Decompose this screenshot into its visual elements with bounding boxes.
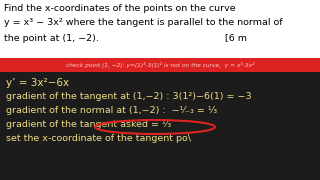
FancyBboxPatch shape xyxy=(0,0,320,58)
FancyBboxPatch shape xyxy=(0,58,320,72)
Text: Find the x-coordinates of the points on the curve: Find the x-coordinates of the points on … xyxy=(4,4,236,13)
Text: the point at (1, −2).                                          [6 m: the point at (1, −2). [6 m xyxy=(4,34,247,43)
Text: gradient of the tangent at (1,−2) : 3(1²)−6(1) = −3: gradient of the tangent at (1,−2) : 3(1²… xyxy=(6,92,252,101)
Text: check point (1, −2): y=(1)³-3(1)² is not on the curve,  y = x³-3x²: check point (1, −2): y=(1)³-3(1)² is not… xyxy=(66,62,254,68)
Text: set the x-coordinate of the tangent po\: set the x-coordinate of the tangent po\ xyxy=(6,134,191,143)
Text: gradient of the tangent asked = ¹⁄₃: gradient of the tangent asked = ¹⁄₃ xyxy=(6,120,171,129)
Text: gradient of the normal at (1,−2) :  −¹⁄₋₃ = ¹⁄₃: gradient of the normal at (1,−2) : −¹⁄₋₃… xyxy=(6,106,217,115)
Text: y’ = 3x²−6x: y’ = 3x²−6x xyxy=(6,78,69,88)
Text: y = x³ − 3x² where the tangent is parallel to the normal of: y = x³ − 3x² where the tangent is parall… xyxy=(4,18,283,27)
